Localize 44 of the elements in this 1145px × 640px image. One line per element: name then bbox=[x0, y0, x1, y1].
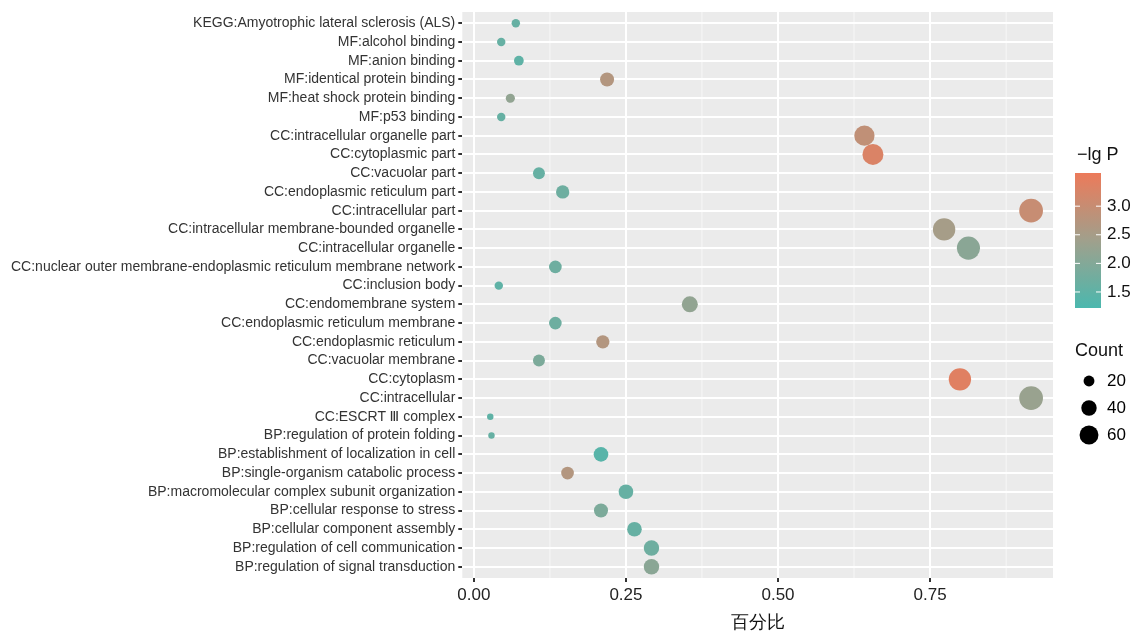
y-tick-label: MF:identical protein binding bbox=[284, 70, 456, 87]
y-tick-label: KEGG:Amyotrophic lateral sclerosis (ALS) bbox=[193, 14, 456, 31]
y-tick-label: BP:establishment of localization in cell bbox=[217, 445, 456, 462]
y-tick-label: CC:inclusion body bbox=[342, 276, 456, 293]
x-tick-label: 0.75 bbox=[913, 584, 947, 604]
y-tick-label: CC:intracellular membrane-bounded organelle bbox=[168, 220, 456, 237]
legend-label: 60 bbox=[1107, 424, 1126, 444]
y-tick-label: CC:endoplasmic reticulum bbox=[291, 332, 456, 349]
y-tick-label: MF:anion binding bbox=[347, 51, 456, 68]
color-bar-label: 2.5 bbox=[1107, 224, 1131, 244]
x-tick-label: 0.00 bbox=[457, 584, 491, 604]
y-tick-label: BP:single-organism catabolic process bbox=[221, 463, 456, 480]
color-bar-label: 1.5 bbox=[1107, 281, 1131, 301]
legend-label: 20 bbox=[1107, 370, 1126, 390]
y-tick-label: CC:intracellular organelle bbox=[298, 239, 456, 256]
y-tick-label: CC:endoplasmic reticulum part bbox=[263, 182, 456, 199]
y-tick-label: MF:alcohol binding bbox=[337, 32, 456, 49]
y-tick-label: CC:nuclear outer membrane-endoplasmic reticulum membrane network bbox=[11, 257, 457, 274]
y-tick-label: BP:macromolecular complex subunit organization bbox=[147, 482, 456, 499]
y-tick-label: BP:cellular response to stress bbox=[270, 501, 456, 518]
x-tick-label: 0.25 bbox=[609, 584, 643, 604]
y-tick-label: BP:regulation of protein folding bbox=[263, 426, 456, 443]
color-bar-label: 3.0 bbox=[1107, 195, 1131, 215]
y-tick-label: CC:cytoplasm bbox=[368, 370, 456, 387]
y-tick-label: CC:cytoplasmic part bbox=[330, 145, 456, 162]
y-tick-label: CC:ESCRT Ⅲ complex bbox=[314, 407, 456, 424]
y-tick-label: CC:intracellular bbox=[359, 388, 456, 405]
legend-label: 40 bbox=[1107, 397, 1126, 417]
y-tick-label: BP:regulation of signal transduction bbox=[235, 557, 456, 574]
x-axis-title: 百分比 bbox=[730, 612, 785, 633]
color-bar-title: −lg P bbox=[1077, 144, 1119, 164]
y-tick-label: CC:intracellular part bbox=[331, 201, 456, 218]
y-tick-label: MF:heat shock protein binding bbox=[267, 89, 456, 106]
color-bar-label: 2.0 bbox=[1107, 253, 1131, 273]
legend-title: Count bbox=[1075, 340, 1124, 360]
y-tick-label: CC:vacuolar part bbox=[350, 164, 456, 181]
y-tick-label: BP:cellular component assembly bbox=[252, 520, 456, 537]
y-tick-label: MF:p53 binding bbox=[358, 107, 456, 124]
y-tick-label: CC:vacuolar membrane bbox=[307, 351, 456, 368]
y-tick-label: CC:endoplasmic reticulum membrane bbox=[221, 313, 456, 330]
y-tick-label: BP:regulation of cell communication bbox=[232, 538, 456, 555]
y-tick-label: CC:intracellular organelle part bbox=[270, 126, 456, 143]
x-tick-label: 0.50 bbox=[761, 584, 795, 604]
y-tick-label: CC:endomembrane system bbox=[284, 295, 456, 312]
